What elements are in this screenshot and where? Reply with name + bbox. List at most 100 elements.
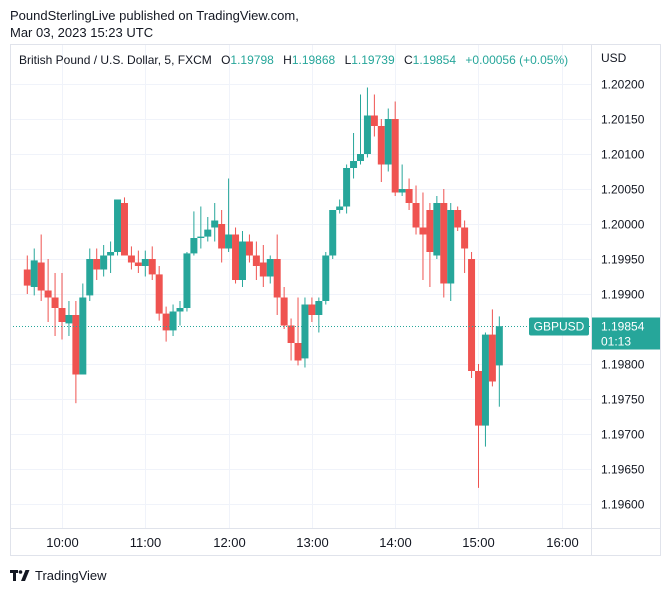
candle	[127, 246, 135, 270]
candle	[308, 297, 316, 322]
price-tick-label: 1.19650	[601, 463, 645, 477]
candle	[65, 301, 73, 336]
candle-body	[280, 297, 288, 326]
candle	[468, 252, 476, 378]
candle-body	[461, 227, 469, 249]
legend-open: 1.19798	[230, 53, 274, 67]
candle-body	[30, 260, 38, 287]
publish-date: Mar 03, 2023 15:23 UTC	[10, 25, 154, 40]
candle-body	[356, 154, 364, 161]
price-tick-label: 1.19800	[601, 358, 645, 372]
candle	[329, 210, 337, 259]
legend-c-label: C	[404, 53, 413, 67]
candle-body	[100, 255, 108, 270]
candle-body	[287, 325, 295, 343]
candle	[266, 255, 274, 284]
time-scale: 10:00 11:00 12:00 13:00 14:00 15:00 16:00	[46, 535, 579, 550]
candle-body	[44, 290, 52, 298]
legend-change: +0.00056 (+0.05%)	[465, 53, 568, 67]
candle-body	[412, 203, 420, 228]
candle-body	[162, 313, 170, 331]
candle-body	[370, 115, 378, 126]
candle	[232, 227, 240, 284]
candle	[481, 332, 489, 447]
candle	[238, 231, 246, 287]
candle-body	[134, 262, 142, 266]
candle-body	[329, 210, 337, 256]
candle-body	[155, 274, 163, 314]
candle	[197, 206, 205, 249]
candle-body	[259, 262, 267, 277]
price-tick-label: 1.20150	[601, 113, 645, 127]
candle-body	[294, 343, 302, 361]
candle-body	[384, 119, 392, 165]
candle-body	[363, 115, 371, 154]
candle	[405, 178, 413, 210]
candle	[363, 87, 371, 158]
candle	[44, 259, 52, 322]
candle	[377, 119, 385, 182]
candle-body	[350, 161, 358, 168]
candle	[51, 273, 59, 336]
candle-body	[336, 206, 344, 210]
candle	[155, 266, 163, 321]
candle-body	[176, 308, 184, 312]
candle-body	[141, 259, 149, 266]
candle	[120, 197, 128, 256]
candle-body	[301, 304, 309, 359]
price-badge-bg	[592, 317, 660, 350]
candle	[419, 192, 427, 280]
candle-body	[273, 259, 281, 298]
candle	[461, 220, 469, 273]
time-tick-label: 16:00	[546, 535, 579, 550]
candle	[294, 297, 302, 366]
candles-layer	[23, 87, 503, 488]
candle-body	[79, 297, 87, 375]
candle	[252, 241, 260, 280]
candle	[72, 301, 80, 404]
candle	[454, 206, 462, 231]
ohlc-legend: British Pound / U.S. Dollar, 5, FXCM O1.…	[19, 53, 568, 67]
candle-body	[398, 189, 406, 193]
candle	[93, 248, 101, 280]
price-tick-label: 1.20200	[601, 78, 645, 92]
candle-body	[433, 203, 441, 256]
price-tick-label: 1.20100	[601, 148, 645, 162]
candle-body	[245, 241, 253, 256]
candle-body	[65, 315, 73, 324]
candle-body	[238, 241, 246, 280]
price-tick-label: 1.20000	[601, 218, 645, 232]
overlay-layer: GBPUSD 1.19854 01:13	[10, 317, 660, 350]
candle-body	[377, 126, 385, 165]
candle	[322, 252, 330, 305]
candle-body	[447, 210, 455, 284]
candle-body	[72, 315, 80, 375]
candle-body	[252, 255, 260, 266]
price-scale: 1.20200 1.20150 1.20100 1.20050 1.20000 1.199…	[601, 78, 645, 512]
candle-body	[225, 234, 233, 249]
candle	[218, 210, 226, 263]
candle	[100, 245, 108, 277]
candle-body	[405, 189, 413, 203]
candle-body	[440, 203, 448, 284]
candle	[343, 164, 351, 214]
last-price-badge: 1.19854	[601, 320, 645, 334]
candle	[86, 248, 94, 301]
candle	[301, 297, 309, 368]
candle	[370, 94, 378, 137]
candlestick-chart[interactable]: GBPUSD 1.19854 01:13 USD 1.202001.201501…	[10, 44, 661, 556]
chart-container[interactable]: GBPUSD 1.19854 01:13 USD 1.20200 1.20150 1…	[10, 44, 661, 556]
axes-layer: USD 1.202001.201501.201001.200501.200001…	[10, 44, 661, 556]
candle	[79, 283, 87, 375]
legend-low: 1.19739	[351, 53, 395, 67]
candle	[141, 250, 149, 277]
candle-body	[86, 259, 94, 296]
candle-body	[454, 210, 462, 228]
legend-close: 1.19854	[413, 53, 457, 67]
candle	[58, 273, 66, 340]
candle	[211, 203, 219, 242]
time-tick-label: 15:00	[462, 535, 495, 550]
candle-body	[58, 308, 66, 322]
candle	[356, 94, 364, 165]
candle	[447, 203, 455, 301]
